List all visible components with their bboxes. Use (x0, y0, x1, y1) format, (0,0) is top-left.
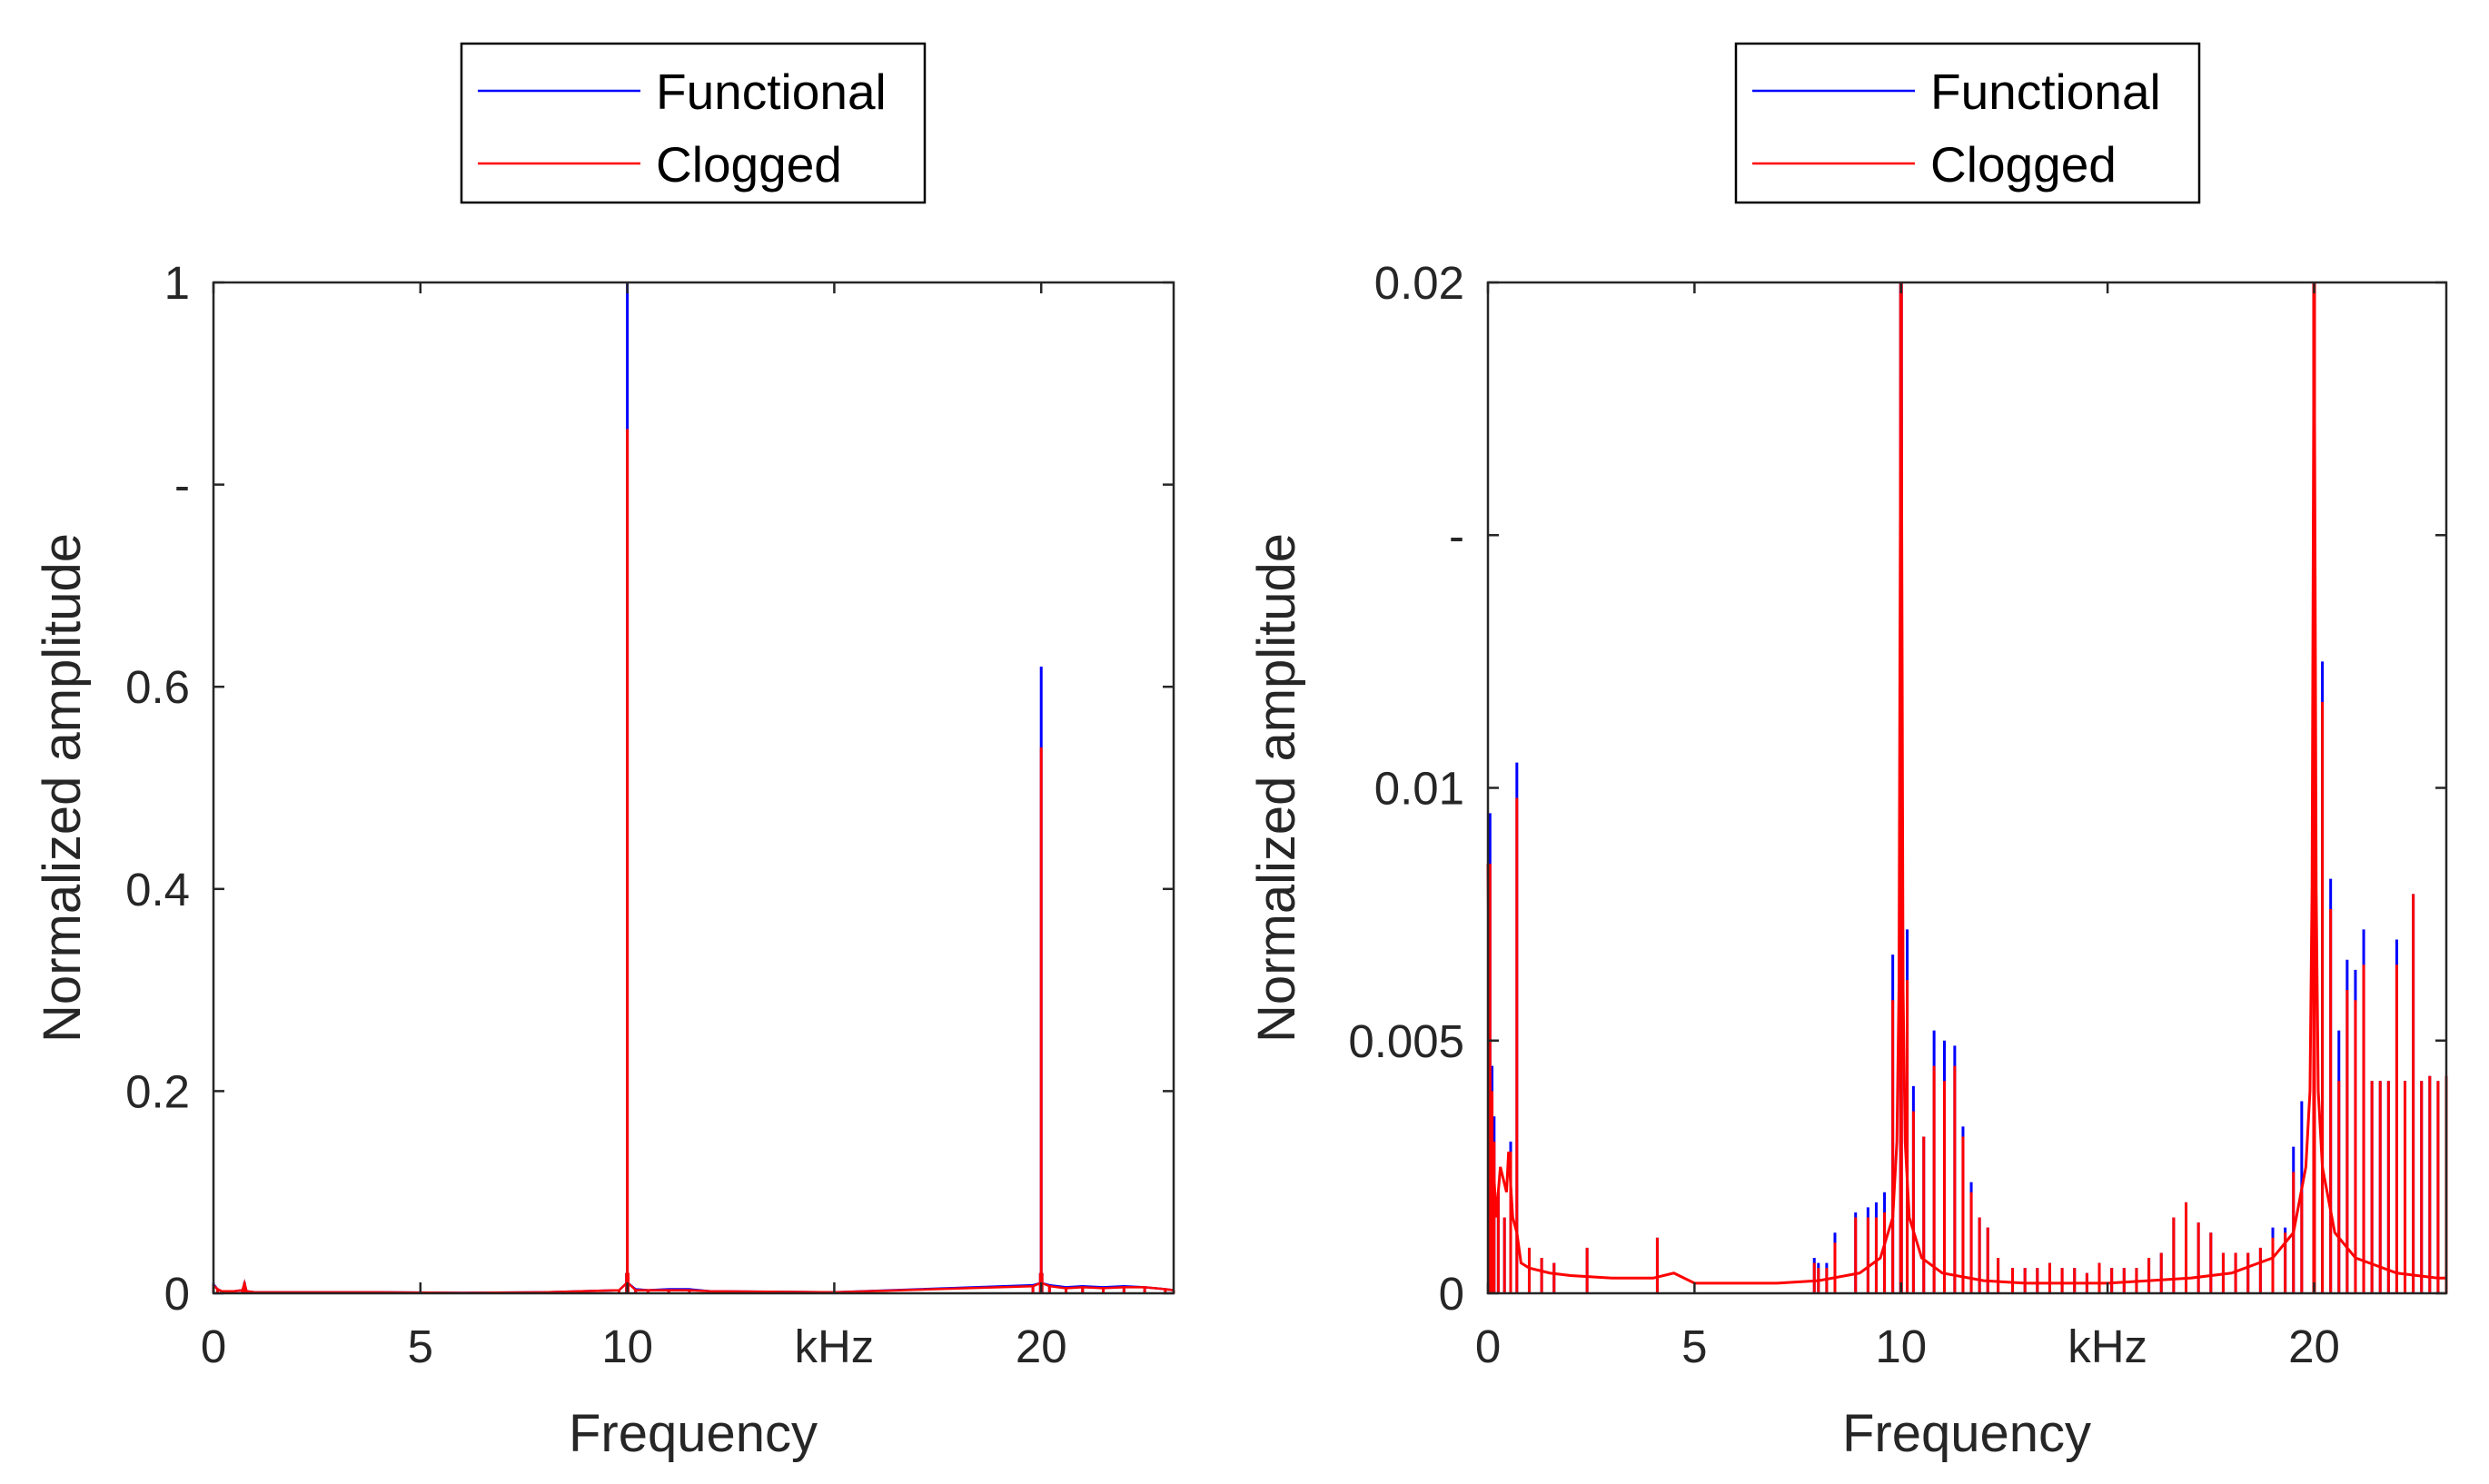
left-y-tick-label-5: 1 (164, 257, 190, 309)
left-y-tick-label-0: 0 (164, 1268, 190, 1320)
right-y-tick-label-4: 0.02 (1374, 257, 1464, 309)
right-y-tick-label-0: 0 (1439, 1268, 1464, 1320)
left-axes-box (212, 281, 1175, 1295)
right-x-axis-title: Frequency (1842, 1404, 2091, 1463)
left-x-tick-label-1: 5 (408, 1321, 433, 1372)
left-tick-layer: 0 5 10 kHz 20 0 0.2 0.4 0.6 - 1 (125, 257, 1174, 1372)
left-x-tick-label-0: 0 (201, 1321, 226, 1372)
left-x-tick-label-3: kHz (794, 1321, 874, 1372)
right-y-tick-label-3: - (1449, 510, 1464, 561)
right-tick-layer: 0 5 10 kHz 20 0 0.005 0.01 - 0.02 (1348, 257, 2446, 1372)
right-y-tick-label-2: 0.01 (1374, 763, 1464, 815)
right-legend: Functional Clogged (1734, 42, 2201, 204)
right-plot-layer (1486, 282, 2448, 1293)
left-y-axis-title: Normalized amplitude (33, 533, 92, 1043)
left-legend: Functional Clogged (460, 42, 927, 204)
right-y-axis-title: Normalized amplitude (1247, 533, 1306, 1043)
right-legend-box (1734, 42, 2201, 204)
left-y-tick-label-2: 0.4 (125, 864, 190, 915)
left-x-tick-label-4: 20 (1016, 1321, 1067, 1372)
right-x-tick-label-2: 10 (1875, 1321, 1927, 1372)
left-x-tick-label-2: 10 (601, 1321, 653, 1372)
right-x-tick-label-1: 5 (1681, 1321, 1707, 1372)
left-y-tick-label-4: - (174, 460, 190, 511)
left-y-tick-label-3: 0.6 (125, 661, 190, 713)
chart-left: 0 5 10 kHz 20 0 0.2 0.4 0.6 - 1 Frequency Normaliz… (33, 42, 1175, 1463)
chart-right: 0 5 10 kHz 20 0 0.005 0.01 - 0.02 Frequency Norma… (1247, 42, 2448, 1463)
right-axes-box (1486, 281, 2448, 1295)
right-y-tick-label-1: 0.005 (1348, 1015, 1464, 1067)
left-legend-box (460, 42, 927, 204)
right-x-tick-label-0: 0 (1475, 1321, 1501, 1372)
left-legend-label-functional: Functional (656, 64, 887, 120)
right-legend-label-clogged: Clogged (1930, 136, 2117, 193)
right-x-tick-label-4: 20 (2288, 1321, 2340, 1372)
left-legend-label-clogged: Clogged (656, 136, 842, 193)
right-x-tick-label-3: kHz (2068, 1321, 2147, 1372)
left-x-axis-title: Frequency (569, 1404, 818, 1463)
right-legend-label-functional: Functional (1930, 64, 2161, 120)
left-clogged-line (213, 1279, 1175, 1294)
left-y-tick-label-1: 0.2 (125, 1065, 190, 1117)
